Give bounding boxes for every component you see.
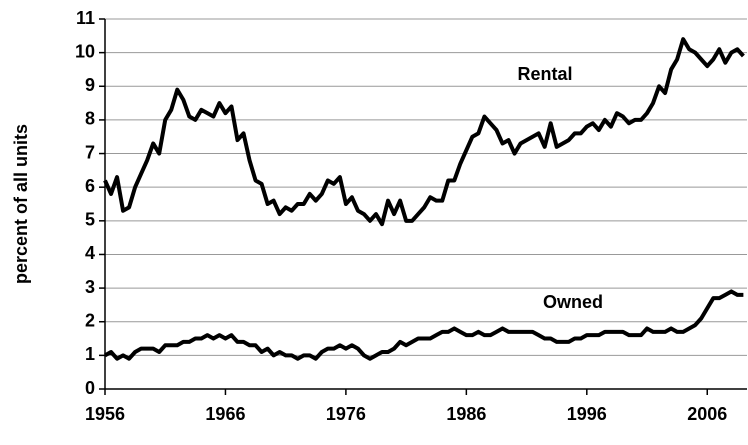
x-tick-label: 1976 — [326, 404, 366, 424]
y-tick-label: 5 — [85, 210, 95, 230]
x-tick-label: 1996 — [567, 404, 607, 424]
x-tick-label: 1986 — [446, 404, 486, 424]
y-tick-label: 6 — [85, 176, 95, 196]
x-tick-label: 2006 — [687, 404, 727, 424]
y-tick-label: 11 — [76, 8, 95, 28]
y-tick-label: 10 — [75, 41, 95, 61]
y-tick-label: 1 — [85, 344, 95, 364]
y-tick-label: 8 — [85, 109, 95, 129]
y-tick-label: 9 — [85, 75, 95, 95]
x-tick-label: 1966 — [205, 404, 245, 424]
y-tick-label: 4 — [85, 243, 95, 263]
x-tick-label: 1956 — [85, 404, 125, 424]
line-series — [103, 37, 745, 227]
series-label: Owned — [543, 292, 603, 312]
y-tick-label: 0 — [85, 378, 95, 398]
y-tick-label: 7 — [85, 142, 95, 162]
y-tick-label: 3 — [85, 277, 95, 297]
y-tick-label: 2 — [85, 310, 95, 330]
y-axis-label: percent of all units — [11, 124, 31, 284]
series-label: Rental — [517, 64, 572, 84]
line-series — [104, 289, 744, 361]
